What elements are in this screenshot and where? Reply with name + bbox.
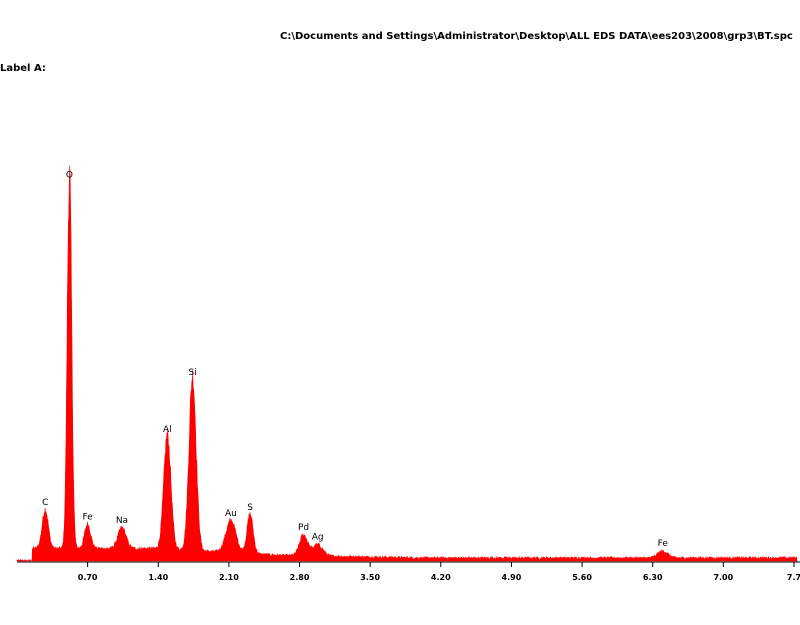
- peak-label-fe: Fe: [658, 539, 669, 549]
- peak-label-au: Au: [225, 509, 237, 519]
- spectrum-label: Label A:: [0, 63, 46, 74]
- x-tick-label: 5.60: [572, 573, 592, 582]
- x-tick-label: 1.40: [148, 573, 168, 582]
- x-tick-label: 6.30: [643, 573, 663, 582]
- peak-label-fe: Fe: [83, 512, 94, 522]
- peak-label-s: S: [247, 503, 253, 513]
- x-tick-label: 2.10: [219, 573, 239, 582]
- peak-label-na: Na: [116, 516, 128, 526]
- peak-label-o: O: [66, 170, 73, 180]
- x-tick-label: 3.50: [360, 573, 380, 582]
- x-tick-label: 4.20: [431, 573, 451, 582]
- spectrum-layer: [16, 165, 798, 562]
- x-tick-label: 4.90: [502, 573, 522, 582]
- x-tick-label: 7.00: [713, 573, 733, 582]
- peak-label-pd: Pd: [298, 523, 309, 533]
- file-path-title: C:\Documents and Settings\Administrator\…: [280, 31, 793, 42]
- x-tick-label: 2.80: [290, 573, 310, 582]
- x-axis-ticks: 0.70 1.40 2.10 2.80 3.50 4.20 4.90 5.60 6.30 7.00…: [78, 562, 800, 582]
- peak-label-si: Si: [188, 368, 196, 378]
- peak-label-al: Al: [163, 425, 172, 435]
- peak-label-ag: Ag: [312, 533, 324, 543]
- spectrum-area: [16, 165, 798, 562]
- peak-label-c: C: [42, 498, 48, 508]
- x-tick-label: 0.70: [78, 573, 98, 582]
- x-tick-label: 7.7: [787, 573, 800, 582]
